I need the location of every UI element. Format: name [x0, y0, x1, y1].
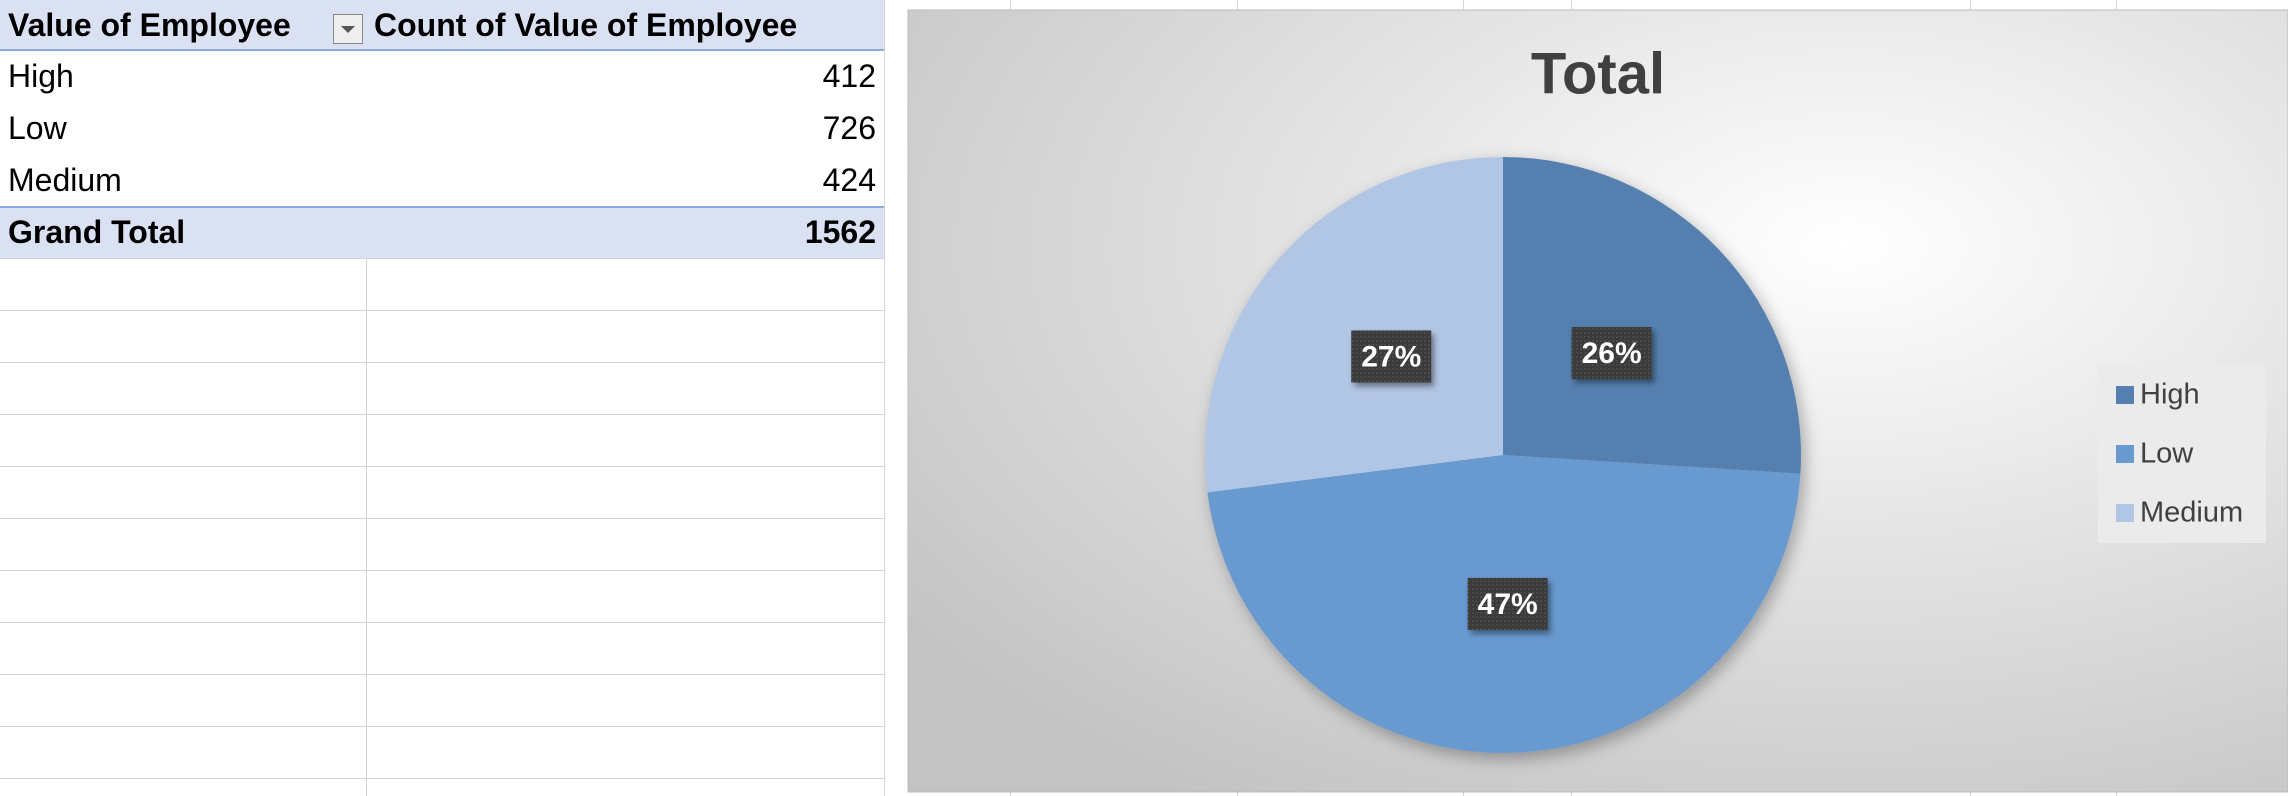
pie-slice [1503, 157, 1802, 474]
grid-line [0, 570, 884, 571]
grid-line [0, 778, 884, 779]
grid-line [366, 258, 367, 796]
grid-line [884, 0, 885, 796]
legend-swatch [2116, 386, 2134, 404]
header-cell: Count of Value of Employee [366, 0, 884, 50]
grid-line [0, 310, 884, 311]
table-cell: 726 [822, 110, 876, 146]
grid-line [1010, 0, 1011, 10]
grid-line [1237, 0, 1238, 10]
grid-line [1970, 792, 1971, 796]
table-cell: Medium [8, 162, 122, 198]
legend-label: Medium [2140, 497, 2243, 529]
grid-line [1463, 792, 1464, 796]
grid-line [0, 622, 884, 623]
legend-label: High [2140, 379, 2200, 411]
table-cell: 412 [822, 58, 876, 94]
legend-swatch [2116, 445, 2134, 463]
table-cell: 424 [822, 162, 876, 198]
pie [1205, 157, 1802, 753]
grid-line [0, 466, 884, 467]
grid-line [0, 674, 884, 675]
data-label: 27% [1361, 340, 1421, 373]
grid-line [2116, 792, 2117, 796]
legend-label: Low [2140, 438, 2194, 470]
grid-line [1237, 792, 1238, 796]
table-cell: Low [8, 110, 67, 146]
grid-line [2116, 0, 2117, 10]
data-label-box [1351, 330, 1432, 383]
header-border [0, 49, 884, 51]
data-label-box [1467, 577, 1548, 630]
total-border [0, 206, 884, 208]
grid-line [0, 518, 884, 519]
chart-title: Total [1531, 41, 1665, 106]
filter-icon [341, 26, 355, 33]
table-cell: High [8, 58, 74, 94]
legend-swatch [2116, 504, 2134, 522]
grid-line [1970, 0, 1971, 10]
data-label: 26% [1582, 337, 1642, 370]
filter-button[interactable] [333, 14, 363, 44]
grid-line [1571, 0, 1572, 10]
grid-line [0, 362, 884, 363]
grid-line [1010, 792, 1011, 796]
pie-slice [1205, 157, 1503, 493]
grid-line [0, 414, 884, 415]
grid-line [1571, 792, 1572, 796]
grid-line [1463, 0, 1464, 10]
table-cell: Grand Total [0, 206, 366, 258]
data-label: 47% [1478, 588, 1538, 621]
table-cell: 1562 [366, 206, 884, 258]
grid-line [0, 258, 884, 259]
grid-line [0, 726, 884, 727]
header-cell: Value of Employee [0, 0, 366, 50]
data-label-box [1571, 327, 1652, 380]
